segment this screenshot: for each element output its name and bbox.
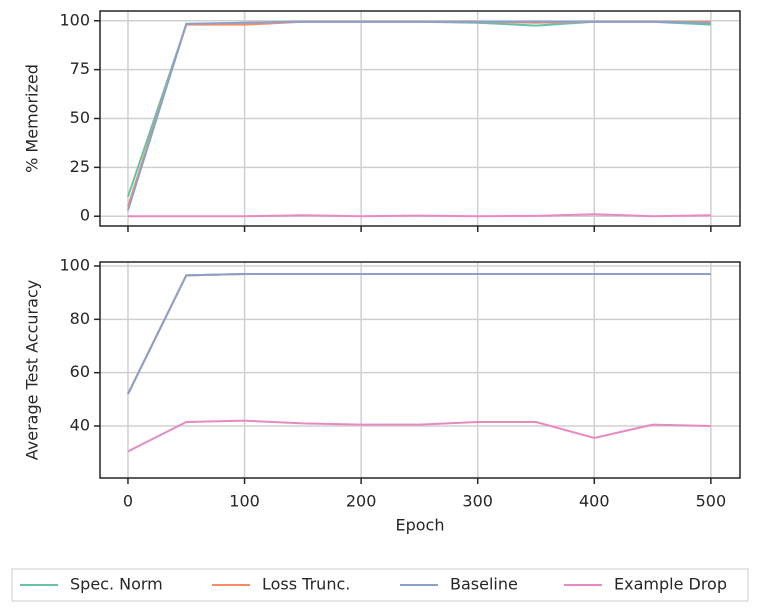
series-line <box>127 213 711 218</box>
x-tick-label: 400 <box>579 492 610 511</box>
series-line <box>127 419 711 453</box>
y-tick-label: 75 <box>70 59 90 78</box>
legend-box <box>11 568 749 602</box>
y-tick-label: 40 <box>70 416 90 435</box>
legend-label: Loss Trunc. <box>262 575 350 594</box>
legend-label: Example Drop <box>614 575 727 594</box>
y-tick-label: 0 <box>80 206 90 225</box>
x-tick-label: 100 <box>229 492 260 511</box>
y-tick-label: 50 <box>70 108 90 127</box>
x-axis-label: Epoch <box>396 516 445 535</box>
series-line <box>127 273 711 395</box>
y-tick-label: 100 <box>59 256 90 275</box>
x-tick-label: 0 <box>123 492 133 511</box>
series-line <box>127 273 711 395</box>
x-tick-label: 300 <box>462 492 493 511</box>
series-line <box>127 273 711 395</box>
y-axis-label: % Memorized <box>23 64 42 173</box>
x-tick-label: 200 <box>346 492 377 511</box>
series-line <box>127 20 711 198</box>
series-line <box>127 20 711 211</box>
y-tick-label: 80 <box>70 309 90 328</box>
x-tick-label: 500 <box>696 492 727 511</box>
legend-label: Spec. Norm <box>70 575 163 594</box>
y-tick-label: 25 <box>70 157 90 176</box>
plot-frame <box>99 261 741 479</box>
y-tick-label: 60 <box>70 362 90 381</box>
legend-label: Baseline <box>450 575 518 594</box>
y-axis-label: Average Test Accuracy <box>23 280 42 460</box>
plot-frame <box>99 10 741 227</box>
y-tick-label: 100 <box>59 10 90 29</box>
series-line <box>127 20 711 207</box>
